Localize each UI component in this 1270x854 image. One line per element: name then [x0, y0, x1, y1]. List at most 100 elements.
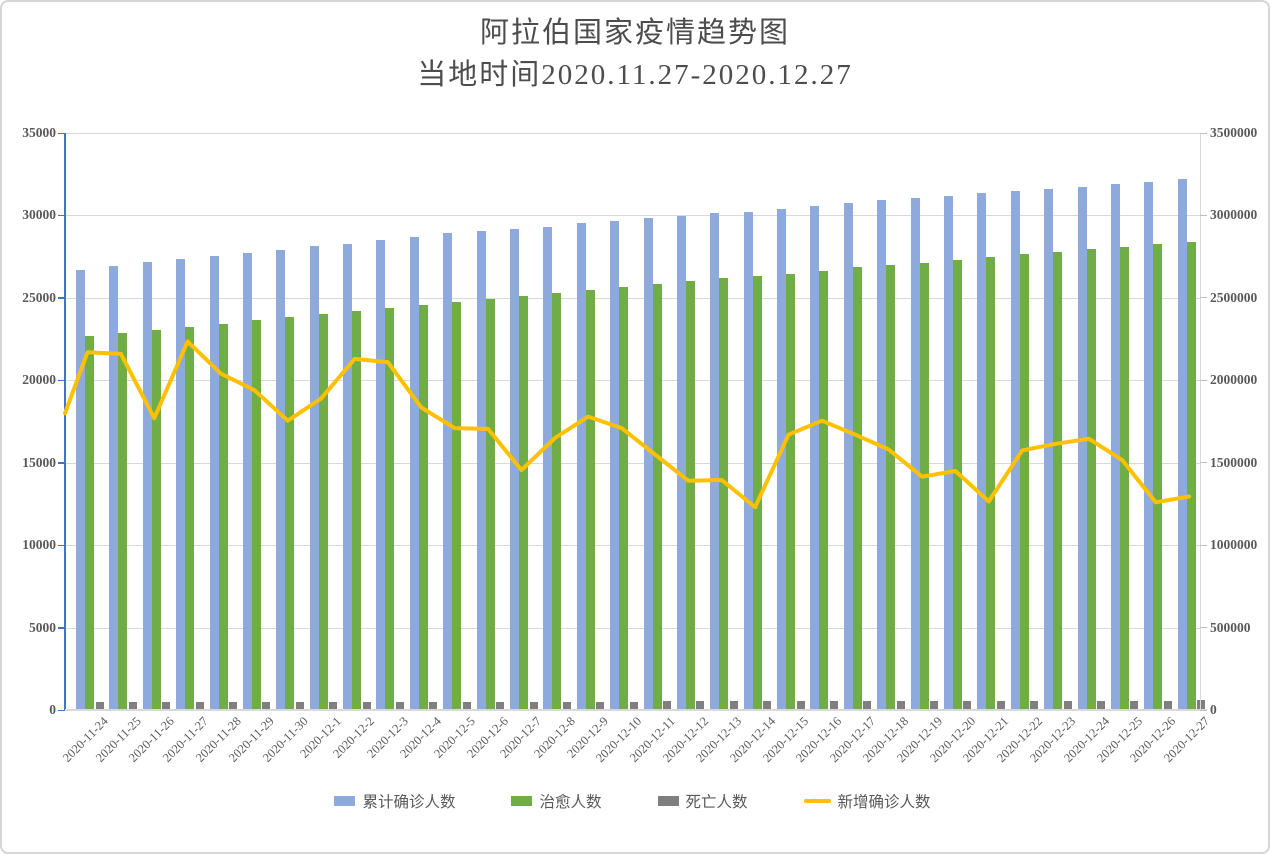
cumulative-confirmed-bar: [810, 205, 820, 710]
right-y-axis-tick: [1200, 297, 1207, 299]
right-y-axis-label: 1000000: [1210, 537, 1258, 553]
new-confirmed-legend-label: 新增确诊人数: [837, 794, 931, 811]
right-y-axis-label: 3000000: [1210, 207, 1258, 223]
cumulative-confirmed-bar: [1077, 186, 1087, 710]
cured-bar: [118, 333, 128, 710]
right-y-axis-tick: [1200, 627, 1207, 629]
gridline: [65, 380, 1200, 382]
cured-bar: [819, 270, 829, 710]
deaths-bar: [1163, 700, 1172, 710]
left-y-axis-tick: [58, 627, 65, 629]
right-y-axis-line: [1200, 133, 1201, 710]
deaths-legend-label: 死亡人数: [685, 794, 748, 811]
cured-bar: [318, 314, 328, 710]
cured-bar: [485, 299, 495, 710]
cured-legend-label: 治愈人数: [539, 794, 602, 811]
cumulative-confirmed-bar: [510, 228, 519, 710]
deaths-bar: [729, 701, 738, 710]
deaths-bar: [195, 702, 204, 710]
deaths-bar: [128, 702, 137, 710]
cumulative-confirmed-bar: [610, 220, 620, 710]
deaths-bar: [930, 700, 939, 710]
cumulative-confirmed-bar: [343, 243, 353, 710]
cured-bar: [1153, 243, 1163, 710]
cumulative-confirmed-bar: [76, 270, 85, 710]
left-y-axis-label: 35000: [22, 125, 56, 140]
cured-bar: [986, 257, 996, 710]
left-y-axis-label: 10000: [22, 537, 56, 553]
cured-bar: [719, 277, 729, 710]
deaths-bar: [462, 701, 471, 710]
deaths-bar: [763, 701, 772, 710]
cured-bar: [251, 320, 261, 710]
cured-bar: [218, 324, 228, 710]
right-y-axis-label: 3500000: [1210, 125, 1258, 140]
cured-bar: [1186, 241, 1196, 710]
right-y-axis-tick: [1200, 379, 1207, 381]
deaths-bar: [162, 702, 171, 710]
deaths-bar: [429, 701, 438, 710]
deaths-bar: [629, 701, 638, 710]
cured-bar: [1053, 252, 1063, 710]
cumulative-confirmed-bar: [409, 236, 419, 710]
deaths-bar: [95, 702, 104, 710]
cured-bar: [1019, 254, 1029, 710]
cured-bar: [452, 302, 462, 710]
deaths-swatch: [657, 796, 679, 806]
cured-bar: [418, 305, 428, 710]
cumulative-confirmed-bar: [1177, 179, 1187, 710]
cured-bar: [285, 317, 295, 710]
cured-bar: [685, 280, 695, 710]
legend-item-cumulative-confirmed: 累计确诊人数: [334, 790, 455, 812]
cumulative-confirmed-bar: [1010, 190, 1020, 710]
cumulative-confirmed-bar: [276, 249, 286, 710]
cured-swatch: [511, 796, 533, 806]
cured-bar: [85, 335, 94, 710]
chart-subtitle: 当地时间2020.11.27-2020.12.27: [417, 59, 853, 91]
gridline: [65, 462, 1200, 464]
cumulative-confirmed-bar: [743, 211, 753, 710]
left-y-axis-tick: [58, 214, 65, 217]
left-y-axis-tick: [58, 297, 65, 299]
left-y-axis-tick: [58, 132, 65, 134]
cured-bar: [852, 267, 862, 710]
cumulative-confirmed-bar: [309, 246, 319, 710]
cumulative-confirmed-bar: [777, 209, 786, 710]
left-y-axis-tick: [58, 379, 65, 382]
left-y-axis-tick: [58, 462, 65, 464]
right-y-axis-tick: [1200, 214, 1207, 216]
cumulative-confirmed-bar: [576, 223, 586, 710]
deaths-bar: [262, 702, 271, 710]
cumulative-confirmed-legend-label: 累计确诊人数: [362, 794, 456, 811]
cured-bar: [619, 286, 629, 710]
left-y-axis-tick: [58, 544, 65, 547]
cumulative-confirmed-bar: [910, 197, 920, 710]
cumulative-confirmed-bar: [109, 265, 119, 710]
left-y-axis-label: 5000: [29, 619, 56, 635]
chart-title: 阿拉伯国家疫情趋势图: [479, 17, 790, 49]
deaths-bar: [362, 701, 371, 710]
cured-bar: [519, 296, 528, 710]
cumulative-confirmed-bar: [877, 200, 887, 710]
left-y-axis-label: 20000: [22, 372, 56, 388]
deaths-bar: [562, 701, 571, 710]
cured-bar: [1119, 246, 1129, 710]
left-y-axis-label: 0: [49, 702, 56, 717]
deaths-bar: [796, 701, 805, 710]
right-y-axis-tick: [1200, 709, 1207, 711]
deaths-bar: [963, 700, 972, 710]
deaths-bar: [1197, 700, 1206, 710]
legend-item-new-confirmed: 新增确诊人数: [803, 790, 931, 812]
cured-bar: [151, 330, 161, 710]
cumulative-confirmed-bar: [176, 259, 186, 710]
deaths-bar: [1030, 700, 1039, 710]
cured-bar: [919, 262, 929, 710]
x-axis-line: [65, 709, 1207, 711]
gridline: [65, 627, 1200, 629]
cured-bar: [886, 265, 896, 710]
cumulative-confirmed-bar: [977, 193, 987, 710]
cumulative-confirmed-bar: [142, 262, 152, 710]
cured-bar: [185, 327, 195, 710]
right-y-axis-label: 500000: [1210, 619, 1251, 635]
